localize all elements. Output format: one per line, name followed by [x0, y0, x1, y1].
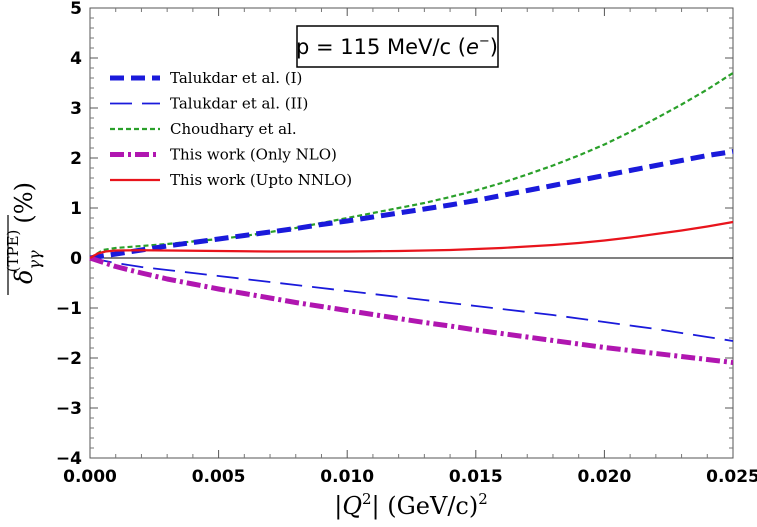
y-tick-label: −2	[56, 349, 82, 369]
x-tick-label: 0.005	[192, 467, 246, 487]
legend-label: Talukdar et al. (II)	[170, 95, 308, 113]
y-tick-label: 3	[70, 99, 82, 119]
series-line	[89, 257, 734, 342]
y-tick-label: 5	[70, 0, 82, 19]
legend-label: This work (Only NLO)	[170, 146, 337, 164]
chart-title: p = 115 MeV/c (e−)	[296, 34, 498, 59]
y-tick-label: 0	[70, 249, 82, 269]
y-label-sub: γγ	[25, 250, 44, 270]
y-axis-label: δγγ(TPE) (%)	[4, 182, 44, 295]
y-tick-label: 1	[70, 199, 82, 219]
y-label-unit: (%)	[10, 182, 38, 224]
x-tick-label: 0.000	[63, 467, 117, 487]
y-label-symbol: δ	[10, 269, 38, 283]
legend-label: Choudhary et al.	[170, 120, 297, 138]
x-tick-label: 0.020	[578, 467, 632, 487]
legend-label: This work (Upto NNLO)	[170, 171, 352, 189]
series-group	[89, 72, 734, 365]
x-axis-label: |Q2| (GeV/c)2	[334, 490, 488, 521]
tick-marks	[89, 7, 734, 459]
svg-text:δγγ(TPE)(%): δγγ(TPE) (%)	[4, 182, 44, 284]
legend: Talukdar et al. (I) Talukdar et al. (II) C…	[110, 69, 352, 189]
legend-label: Talukdar et al. (I)	[170, 69, 302, 87]
x-tick-label: 0.015	[449, 467, 503, 487]
y-tick-label: −3	[56, 399, 82, 419]
y-label-sup: (TPE)	[4, 230, 22, 273]
x-tick-label: 0.010	[320, 467, 374, 487]
y-tick-label: 2	[70, 149, 82, 169]
tick-labels: 0.000 0.005 0.010 0.015 0.020 0.025 −4 −3 −2 −1 0 1…	[56, 0, 757, 487]
series-line	[89, 255, 734, 365]
plot-frame	[89, 7, 734, 459]
series-line	[89, 220, 734, 259]
y-tick-label: 4	[70, 49, 82, 69]
series-line	[89, 149, 734, 261]
title-box: p = 115 MeV/c (e−)	[296, 25, 499, 68]
x-tick-label: 0.025	[706, 467, 757, 487]
y-tick-label: −1	[56, 299, 82, 319]
y-tick-label: −4	[56, 449, 82, 469]
